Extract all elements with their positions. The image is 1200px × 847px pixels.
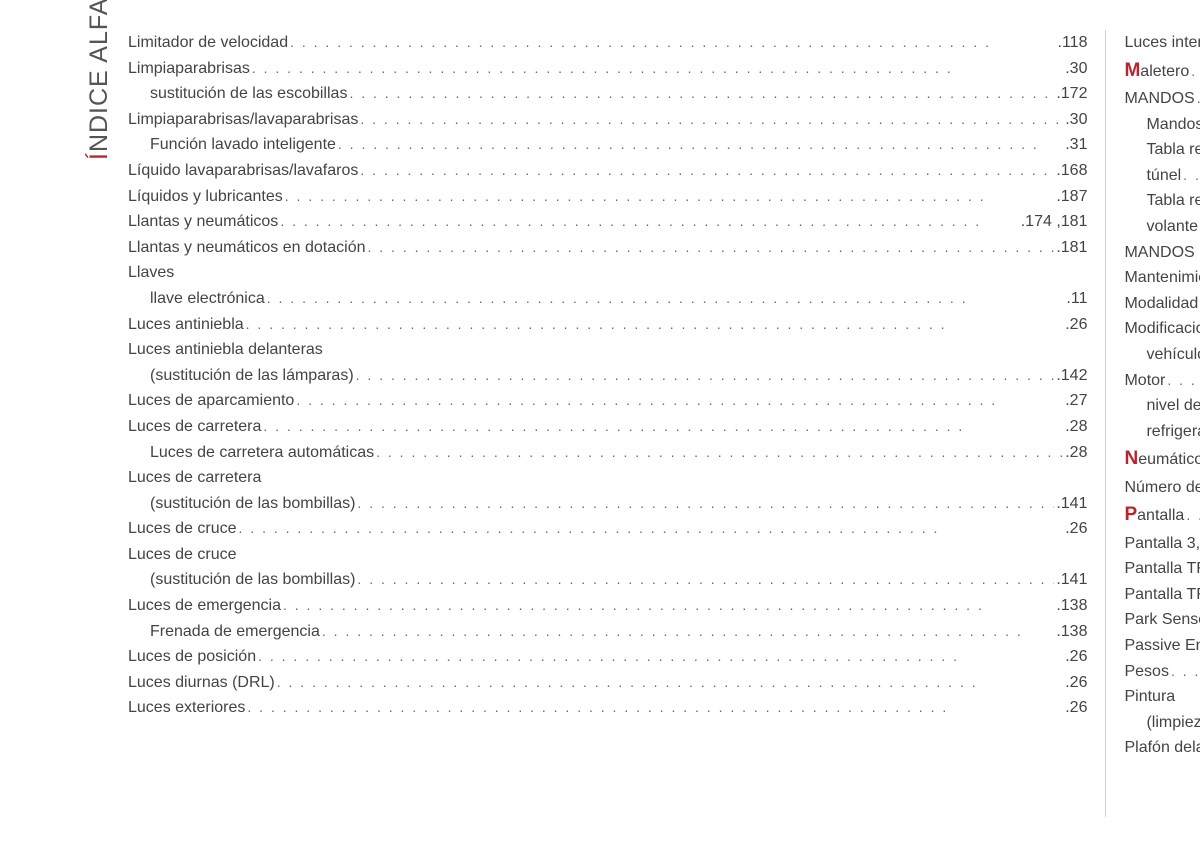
index-entry: Llantas y neumáticos en dotación.181 bbox=[128, 235, 1087, 261]
index-entry: vehículo.5 bbox=[1124, 342, 1200, 368]
index-entry: Passive Entry (sistema).15 bbox=[1124, 633, 1200, 659]
index-entry: Función lavado inteligente.31 bbox=[128, 132, 1087, 158]
index-entry: Modificaciones/alteraciones del bbox=[1124, 316, 1200, 342]
index-entry: refrigeración del motor.167 bbox=[1124, 419, 1200, 445]
index-entry: Tabla resumen de los mandos en el bbox=[1124, 137, 1200, 163]
index-entry: Llantas y neumáticos.174 ,181 bbox=[128, 209, 1087, 235]
index-entry: Líquidos y lubricantes.187 bbox=[128, 184, 1087, 210]
title-rest: NDICE ALFABÉTICO bbox=[85, 0, 113, 152]
index-entry: volante.202 bbox=[1124, 214, 1200, 240]
index-entry: Mandos en el túnel.199 bbox=[1124, 112, 1200, 138]
title-accent: Í bbox=[85, 152, 113, 160]
index-entry: Líquido lavaparabrisas/lavafaros.168 bbox=[128, 158, 1087, 184]
index-entry: Pantalla TFT de 7".43 bbox=[1124, 556, 1200, 582]
index-entry: MANDOS EN EL VOLANTE.202 bbox=[1124, 240, 1200, 266]
index-entry: Mantenimiento programado.158 bbox=[1124, 265, 1200, 291]
index-entry: Luces de cruce bbox=[128, 542, 1087, 568]
index-entry: Luces antiniebla.26 bbox=[128, 312, 1087, 338]
index-columns: Limitador de velocidad.118Limpiaparabris… bbox=[110, 30, 1160, 817]
index-column-2: Luces interiores.30Maletero.37MANDOS.199… bbox=[1105, 30, 1200, 817]
index-entry: Park Sensors (sistema).128 bbox=[1124, 607, 1200, 633]
index-entry: Frenada de emergencia.138 bbox=[128, 619, 1087, 645]
index-entry: Luces exteriores.26 bbox=[128, 695, 1087, 721]
index-entry: MANDOS.199 bbox=[1124, 86, 1200, 112]
index-entry: (sustitución de las lámparas).142 bbox=[128, 363, 1087, 389]
index-entry: Luces de carretera automáticas.28 bbox=[128, 440, 1087, 466]
index-entry: Pantalla 3,5" TFT.42 bbox=[1124, 531, 1200, 557]
index-entry: Pantalla.44 bbox=[1124, 500, 1200, 530]
index-entry: Pesos.185 bbox=[1124, 659, 1200, 685]
index-column-1: Limitador de velocidad.118Limpiaparabris… bbox=[110, 30, 1105, 817]
index-entry: Limpiaparabrisas/lavaparabrisas.30 bbox=[128, 107, 1087, 133]
index-entry: (limpieza y mantenimiento).175 bbox=[1124, 710, 1200, 736]
index-entry: Luces de carretera.28 bbox=[128, 414, 1087, 440]
index-entry: nivel del líquido en el sistema de bbox=[1124, 393, 1200, 419]
index-entry: (sustitución de las bombillas).141 bbox=[128, 491, 1087, 517]
index-entry: Neumáticos (presión de inflado).182 bbox=[1124, 444, 1200, 474]
index-entry: Luces antiniebla delanteras bbox=[128, 337, 1087, 363]
index-entry: Luces diurnas (DRL).26 bbox=[128, 670, 1087, 696]
index-entry: sustitución de las escobillas.172 bbox=[128, 81, 1087, 107]
index-entry: Número de bastidor.178 bbox=[1124, 475, 1200, 501]
index-entry: Luces interiores.30 bbox=[1124, 30, 1200, 56]
index-entry: Limitador de velocidad.118 bbox=[128, 30, 1087, 56]
index-entry: Luces de cruce.26 bbox=[128, 516, 1087, 542]
index-entry: (sustitución de las bombillas).141 bbox=[128, 567, 1087, 593]
index-entry: Tabla resumen de los mandos en el bbox=[1124, 188, 1200, 214]
index-entry: Luces de aparcamiento.27 bbox=[128, 388, 1087, 414]
index-entry: Pintura bbox=[1124, 684, 1200, 710]
index-entry: Llaves bbox=[128, 260, 1087, 286]
index-entry: llave electrónica.11 bbox=[128, 286, 1087, 312]
index-entry: Motor.179 bbox=[1124, 368, 1200, 394]
index-entry: Modalidad de conducción.116 bbox=[1124, 291, 1200, 317]
index-entry: Plafón delantero.30 bbox=[1124, 735, 1200, 761]
index-entry: Maletero.37 bbox=[1124, 56, 1200, 86]
index-entry: Luces de carretera bbox=[128, 465, 1087, 491]
index-entry: túnel.199 bbox=[1124, 163, 1200, 189]
index-entry: Luces de posición.26 bbox=[128, 644, 1087, 670]
index-entry: Pantalla TFT reconfigurable.44 bbox=[1124, 582, 1200, 608]
index-entry: Limpiaparabrisas.30 bbox=[128, 56, 1087, 82]
index-entry: Luces de emergencia.138 bbox=[128, 593, 1087, 619]
